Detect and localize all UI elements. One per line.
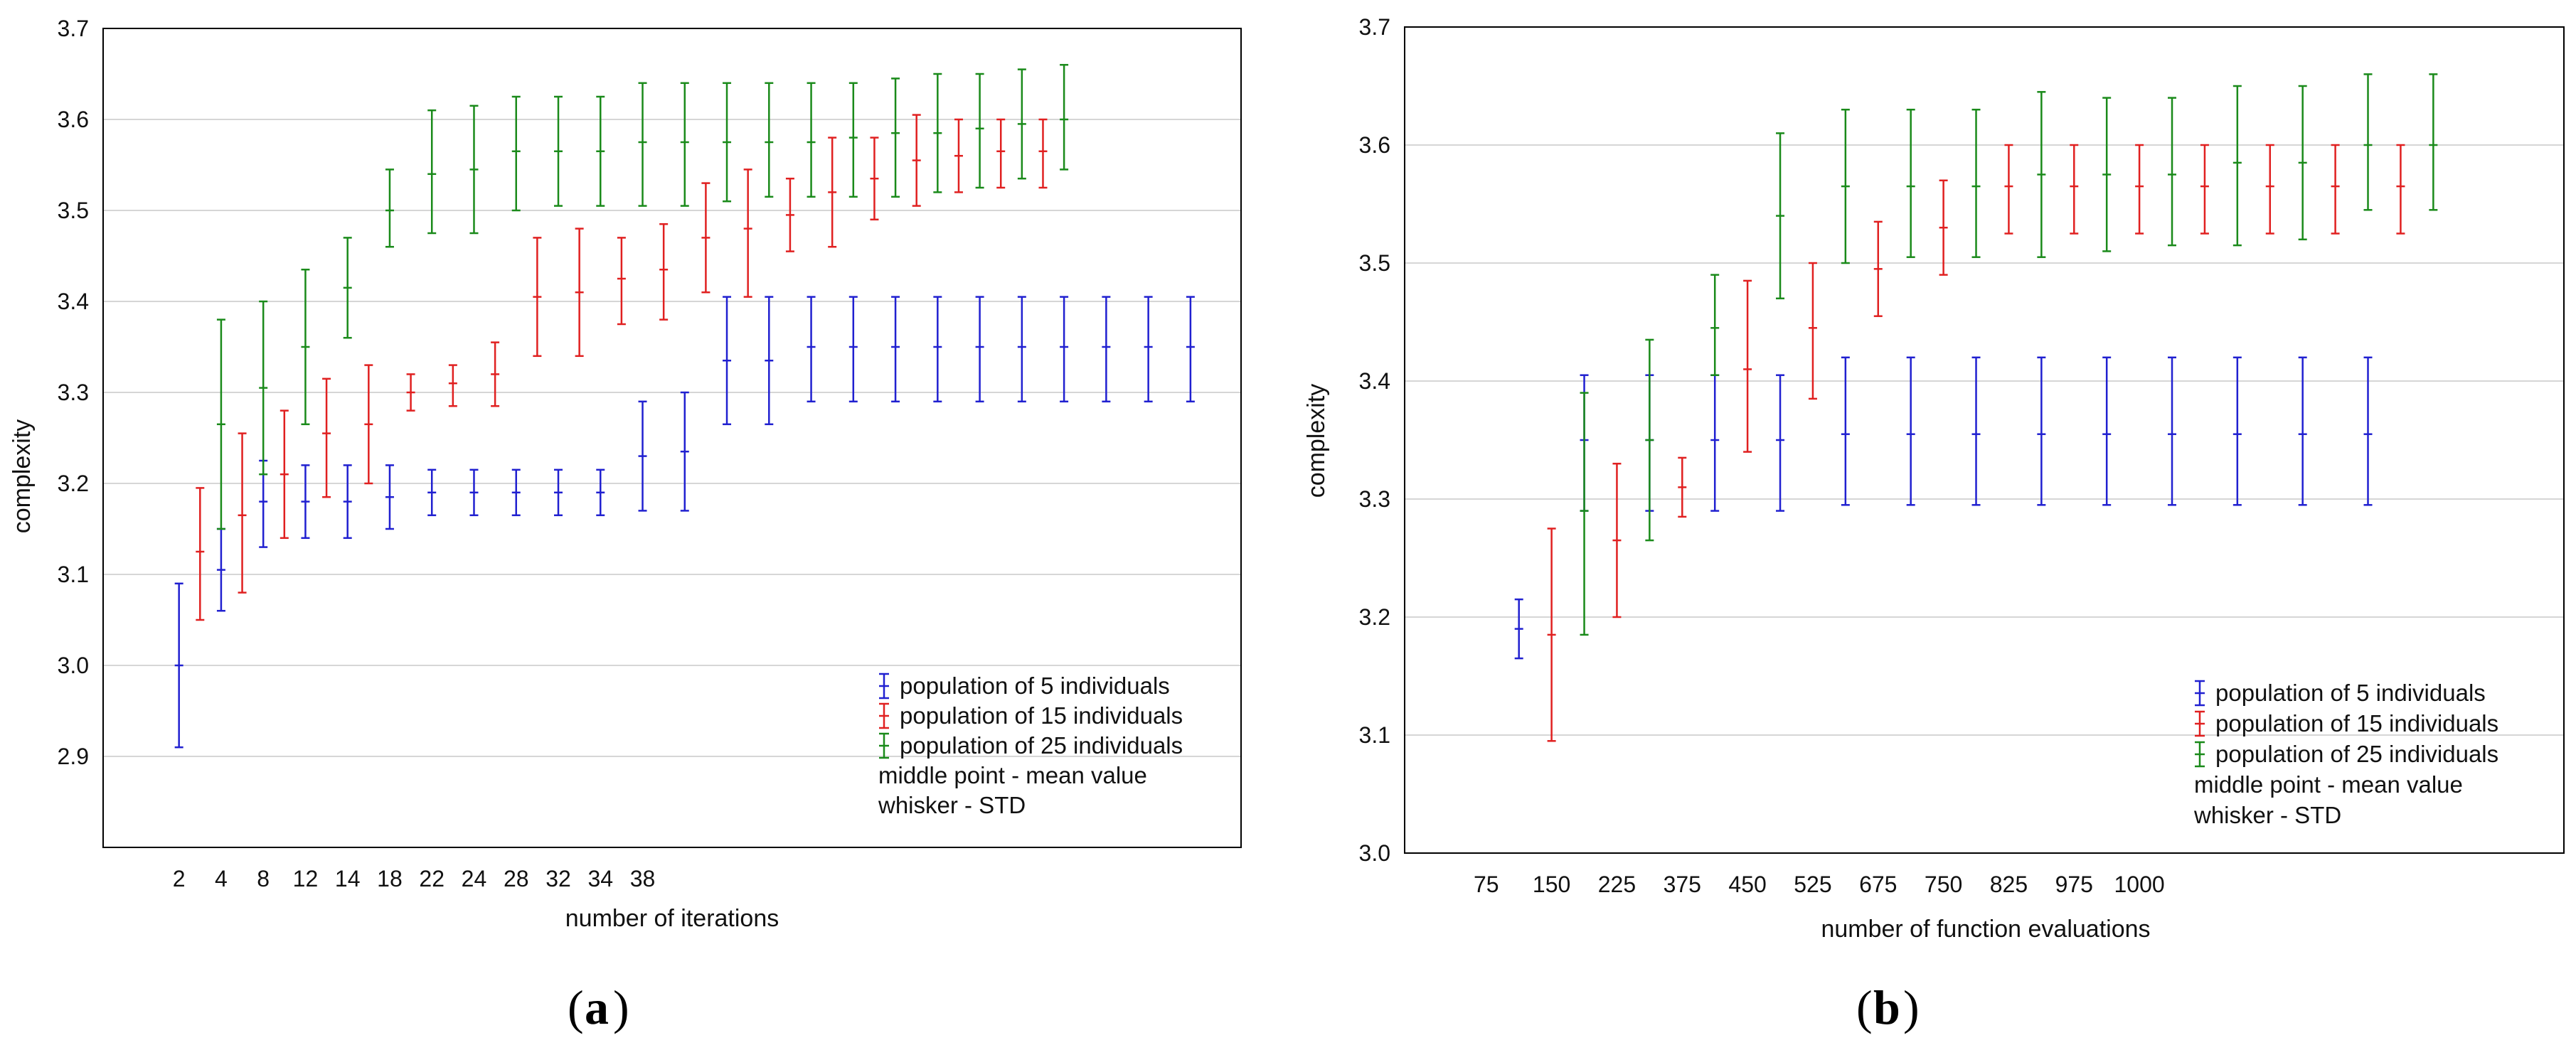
y-tick-label-b-1: 3.1 (1359, 722, 1390, 748)
legend-label-b-1: population of 5 individuals (2215, 680, 2486, 706)
x-tick-label-a-1: 4 (215, 866, 228, 891)
y-tick-label-a-4: 3.3 (58, 380, 89, 405)
legend-label-b-2: population of 15 individuals (2215, 710, 2498, 736)
legend-note-a-2: whisker - STD (878, 792, 1026, 818)
series-b-3 (1580, 73, 2438, 636)
x-tick-label-a-2: 8 (257, 866, 270, 891)
legend-note-b-1: middle point - mean value (2194, 771, 2463, 798)
x-tick-label-b-2: 225 (1598, 872, 1636, 897)
x-tick-label-b-7: 750 (1925, 872, 1962, 897)
legend-note-a-1: middle point - mean value (878, 762, 1147, 788)
x-tick-label-b-5: 525 (1794, 872, 1831, 897)
y-axis-label-a: complexity (9, 419, 36, 534)
y-tick-label-b-6: 3.6 (1359, 132, 1390, 158)
svg-text:(: ( (1856, 980, 1873, 1034)
x-tick-label-b-3: 375 (1664, 872, 1701, 897)
y-tick-label-a-7: 3.6 (58, 107, 89, 132)
plot-area-b (1404, 26, 2565, 854)
series-b-2 (1547, 144, 2405, 742)
series-b-1 (1514, 356, 2373, 660)
legend-label-a-1: population of 5 individuals (900, 673, 1170, 699)
y-tick-label-a-5: 3.4 (58, 289, 89, 314)
x-tick-label-b-1: 150 (1533, 872, 1570, 897)
y-tick-label-b-7: 3.7 (1359, 14, 1390, 40)
x-tick-label-b-9: 975 (2055, 872, 2093, 897)
y-tick-label-a-6: 3.5 (58, 198, 89, 223)
legend-label-a-3: population of 25 individuals (900, 732, 1183, 759)
x-tick-label-a-11: 38 (630, 866, 656, 891)
x-tick-label-a-4: 14 (335, 866, 361, 891)
plot-area-a (102, 28, 1242, 848)
caption-a: ( a ) (568, 980, 629, 1034)
svg-text:): ) (1903, 980, 1920, 1034)
x-tick-label-a-5: 18 (377, 866, 403, 891)
y-tick-label-b-3: 3.3 (1359, 486, 1390, 512)
x-axis-label-b: number of function evaluations (1821, 916, 2150, 943)
caption-b-letter: b (1873, 980, 1900, 1034)
x-tick-label-b-4: 450 (1728, 872, 1766, 897)
svg-text:): ) (613, 980, 629, 1034)
x-tick-label-b-8: 825 (1990, 872, 2028, 897)
y-tick-label-b-0: 3.0 (1359, 840, 1390, 866)
y-tick-label-a-1: 3.0 (58, 653, 89, 678)
x-tick-label-a-3: 12 (293, 866, 319, 891)
legend-symbol-a-1 (879, 673, 889, 700)
x-tick-label-a-10: 34 (587, 866, 613, 891)
x-axis-label-a: number of iterations (565, 905, 779, 932)
panel-b: 3.0 3.1 3.2 3.3 3.4 3.5 3.6 3.7 75 150 225 375 450 5… (1303, 14, 2565, 1034)
panel-a: 2.93.03.13.23.33.43.53.63.7 2 4 8 12 14 18 22 2… (9, 16, 1242, 1034)
x-tick-label-b-0: 75 (1474, 872, 1499, 897)
y-tick-label-b-2: 3.2 (1359, 604, 1390, 630)
series-a-3 (216, 63, 1069, 530)
x-tick-label-a-7: 24 (462, 866, 487, 891)
y-tick-label-a-0: 2.9 (58, 744, 89, 769)
legend-b: population of 5 individuals population of… (2193, 680, 2498, 828)
legend-a: population of 5 individuals population of… (878, 673, 1183, 818)
series-a-2 (196, 114, 1048, 621)
legend-note-b-2: whisker - STD (2193, 802, 2341, 828)
x-tick-label-a-0: 2 (173, 866, 186, 891)
y-tick-label-a-3: 3.2 (58, 471, 89, 496)
y-tick-label-a-8: 3.7 (58, 16, 89, 41)
legend-label-b-3: population of 25 individuals (2215, 741, 2498, 767)
legend-symbol-a-3 (879, 732, 889, 759)
y-tick-label-b-5: 3.5 (1359, 250, 1390, 276)
legend-label-a-2: population of 15 individuals (900, 702, 1183, 729)
svg-text:(: ( (568, 980, 584, 1034)
y-tick-label-a-2: 3.1 (58, 562, 89, 587)
y-axis-label-b: complexity (1303, 384, 1330, 498)
legend-symbol-b-2 (2195, 710, 2205, 737)
x-tick-label-b-6: 675 (1859, 872, 1897, 897)
x-tick-label-a-9: 32 (545, 866, 571, 891)
legend-symbol-a-2 (879, 702, 889, 729)
caption-b: ( b ) (1856, 980, 1920, 1034)
x-tick-label-a-8: 28 (504, 866, 529, 891)
legend-symbol-b-1 (2195, 680, 2205, 707)
x-tick-label-b-10: 1000 (2114, 872, 2165, 897)
y-tick-label-b-4: 3.4 (1359, 368, 1390, 394)
legend-symbol-b-3 (2195, 741, 2205, 768)
x-tick-label-a-6: 22 (419, 866, 445, 891)
caption-a-letter: a (585, 980, 609, 1034)
